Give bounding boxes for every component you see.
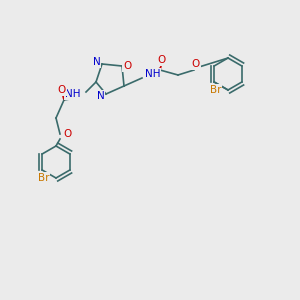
- Text: N: N: [97, 91, 105, 101]
- Text: O: O: [158, 55, 166, 65]
- Text: O: O: [123, 61, 131, 71]
- Text: O: O: [58, 85, 66, 95]
- Text: NH: NH: [145, 69, 161, 79]
- Text: Br: Br: [210, 85, 222, 95]
- Text: O: O: [64, 129, 72, 139]
- Text: N: N: [93, 57, 101, 67]
- Text: Br: Br: [38, 173, 50, 183]
- Text: NH: NH: [64, 89, 80, 99]
- Text: O: O: [192, 59, 200, 69]
